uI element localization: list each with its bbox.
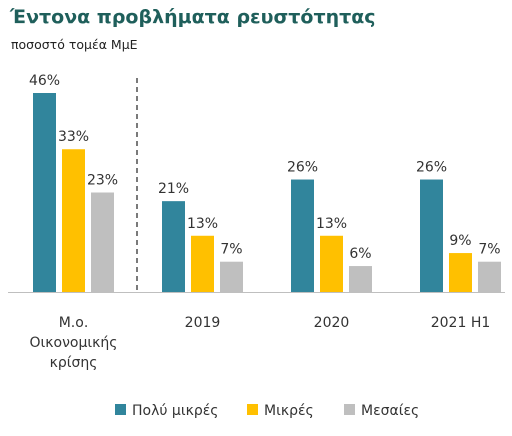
data-label: 7% xyxy=(478,242,500,258)
legend-label: Μεσαίες xyxy=(361,403,419,419)
data-label: 9% xyxy=(449,233,471,249)
chart-title: Έντονα προβλήματα ρευστότητας xyxy=(10,6,376,28)
bar-3-3 xyxy=(349,266,372,292)
legend-swatch xyxy=(115,404,126,415)
labels-layer: 46%33%23%Μ.ο.Οικονομικήςκρίσης21%13%7%20… xyxy=(29,73,501,371)
chart-subtitle: ποσοστό τομέα ΜμΕ xyxy=(11,37,138,52)
bar-3-2 xyxy=(220,261,243,292)
legend-swatch xyxy=(344,404,355,415)
bars-layer xyxy=(8,78,505,293)
category-label: Οικονομικής xyxy=(30,335,118,351)
bar-2-4 xyxy=(449,253,472,292)
category-label: 2021 H1 xyxy=(431,315,491,331)
bar-2-1 xyxy=(62,149,85,292)
bar-1-2 xyxy=(162,201,185,292)
data-label: 46% xyxy=(29,73,60,89)
bar-1-1 xyxy=(33,93,56,292)
category-label: 2019 xyxy=(185,315,221,331)
data-label: 13% xyxy=(316,216,347,232)
legend: Πολύ μικρές Μικρές Μεσαίες xyxy=(115,403,419,419)
data-label: 7% xyxy=(220,242,242,258)
data-label: 13% xyxy=(187,216,218,232)
data-label: 6% xyxy=(349,246,371,262)
category-label: κρίσης xyxy=(50,355,98,371)
legend-label: Πολύ μικρές xyxy=(132,403,219,419)
data-label: 21% xyxy=(158,181,189,197)
bar-1-4 xyxy=(420,179,443,292)
bar-1-3 xyxy=(291,179,314,292)
category-label: 2020 xyxy=(314,315,350,331)
legend-label: Μικρές xyxy=(264,403,314,419)
bar-2-2 xyxy=(191,235,214,292)
category-label: Μ.ο. xyxy=(59,315,89,331)
bar-2-3 xyxy=(320,235,343,292)
bar-3-4 xyxy=(478,261,501,292)
data-label: 33% xyxy=(58,129,89,145)
legend-swatch xyxy=(247,404,258,415)
data-label: 23% xyxy=(87,173,118,189)
data-label: 26% xyxy=(416,160,447,176)
bar-3-1 xyxy=(91,192,114,292)
data-label: 26% xyxy=(287,160,318,176)
